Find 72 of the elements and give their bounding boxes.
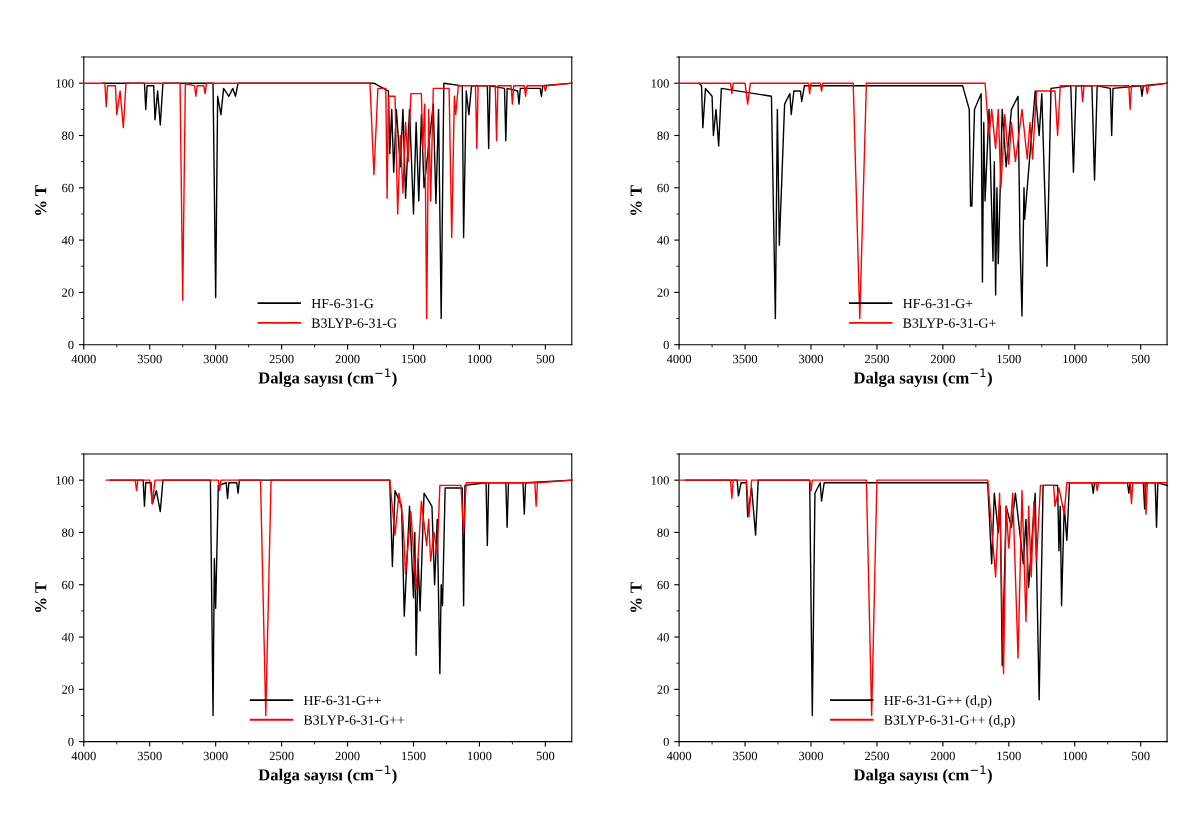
legend-label: B3LYP-6-31-G++ (d,p) bbox=[884, 714, 1015, 728]
x-tick-label: 3500 bbox=[733, 751, 758, 761]
y-tick-label: 60 bbox=[62, 580, 74, 590]
x-tick-label: 3500 bbox=[137, 751, 162, 761]
y-tick-label: 100 bbox=[56, 79, 74, 88]
y-tick-label: 60 bbox=[657, 183, 669, 193]
y-axis-title: % T bbox=[630, 185, 642, 215]
x-axis-title: Dalga sayısı (cm$^{−1}$) bbox=[853, 765, 992, 785]
x-axis-title: Dalga sayısı (cm$^{−1}$) bbox=[258, 765, 397, 785]
y-tick-label: 0 bbox=[68, 340, 74, 350]
x-tick-label: 3000 bbox=[203, 751, 228, 761]
x-tick-label: 2500 bbox=[864, 751, 889, 761]
y-tick-label: 0 bbox=[68, 737, 74, 747]
legend-label: HF-6-31-G+ bbox=[903, 298, 973, 309]
y-tick-label: 80 bbox=[62, 131, 74, 140]
y-axis-title: % T bbox=[35, 582, 47, 612]
legend-label: HF-6-31-G bbox=[311, 298, 374, 309]
x-tick-label: 1000 bbox=[468, 354, 492, 364]
x-tick-label: 2000 bbox=[930, 751, 955, 761]
x-tick-label: 1000 bbox=[468, 751, 492, 761]
x-tick-label: 4000 bbox=[71, 354, 96, 364]
x-tick-label: 2000 bbox=[335, 751, 360, 761]
x-tick-label: 2500 bbox=[269, 751, 294, 761]
x-tick-label: 3500 bbox=[137, 354, 162, 364]
y-tick-label: 40 bbox=[657, 236, 669, 245]
legend-label: B3LYP-6-31-G++ bbox=[303, 715, 405, 725]
y-tick-label: 20 bbox=[657, 685, 669, 694]
x-tick-label: 3000 bbox=[799, 354, 824, 364]
x-tick-label: 4000 bbox=[71, 751, 96, 761]
legend-label: B3LYP-6-31-G+ bbox=[903, 318, 996, 328]
y-tick-label: 40 bbox=[61, 236, 74, 245]
y-tick-label: 80 bbox=[657, 528, 669, 537]
x-tick-label: 500 bbox=[536, 751, 555, 761]
y-tick-label: 20 bbox=[62, 685, 74, 694]
x-tick-label: 2000 bbox=[335, 354, 360, 364]
y-tick-label: 80 bbox=[62, 528, 74, 537]
y-axis-title: % T bbox=[630, 582, 642, 612]
x-tick-label: 2500 bbox=[269, 354, 294, 364]
y-tick-label: 40 bbox=[657, 633, 669, 642]
y-tick-label: 20 bbox=[62, 288, 74, 297]
y-tick-label: 20 bbox=[657, 288, 669, 297]
y-tick-label: 40 bbox=[61, 633, 74, 642]
y-axis-title: % T bbox=[35, 185, 47, 215]
legend-label: B3LYP-6-31-G bbox=[311, 318, 397, 328]
legend-label: HF-6-31-G++ (d,p) bbox=[884, 695, 992, 708]
x-tick-label: 1500 bbox=[997, 751, 1021, 761]
y-tick-label: 60 bbox=[657, 580, 669, 590]
x-tick-label: 2500 bbox=[864, 354, 889, 364]
x-tick-label: 500 bbox=[1132, 751, 1150, 761]
x-tick-label: 4000 bbox=[666, 354, 692, 364]
x-tick-label: 500 bbox=[1132, 354, 1150, 364]
y-tick-label: 60 bbox=[62, 183, 74, 193]
y-tick-label: 100 bbox=[651, 79, 669, 88]
x-tick-label: 1500 bbox=[402, 751, 426, 761]
x-tick-label: 1500 bbox=[402, 354, 426, 364]
x-tick-label: 3000 bbox=[203, 354, 228, 364]
x-tick-label: 4000 bbox=[666, 751, 692, 761]
y-tick-label: 0 bbox=[663, 737, 669, 747]
x-tick-label: 1000 bbox=[1063, 354, 1087, 364]
x-axis-title: Dalga sayısı (cm$^{−1}$) bbox=[258, 368, 397, 388]
x-tick-label: 3500 bbox=[733, 354, 758, 364]
legend-label: HF-6-31-G++ bbox=[303, 695, 381, 706]
x-tick-label: 3000 bbox=[799, 751, 824, 761]
y-tick-label: 100 bbox=[56, 476, 74, 485]
x-tick-label: 1000 bbox=[1063, 751, 1087, 761]
y-tick-label: 100 bbox=[651, 476, 669, 485]
y-tick-label: 0 bbox=[663, 340, 669, 350]
y-tick-label: 80 bbox=[657, 131, 669, 140]
x-axis-title: Dalga sayısı (cm$^{−1}$) bbox=[853, 368, 992, 388]
x-tick-label: 500 bbox=[536, 354, 555, 364]
x-tick-label: 2000 bbox=[930, 354, 955, 364]
x-tick-label: 1500 bbox=[997, 354, 1021, 364]
